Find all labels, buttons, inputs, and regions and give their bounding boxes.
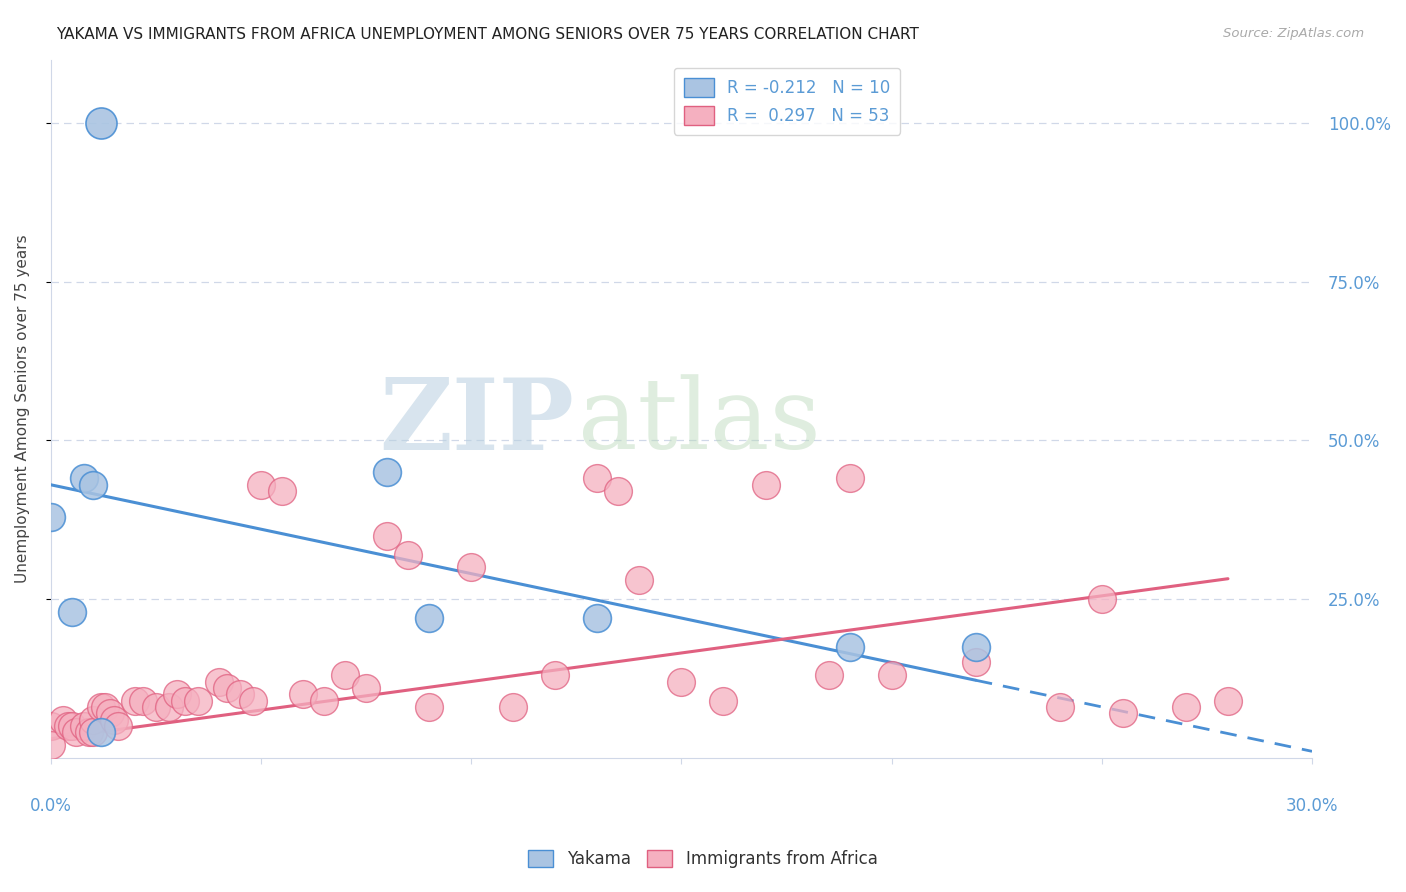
Point [90,725,112,739]
Point [82,725,104,739]
Point [56,719,79,733]
Legend: Yakama, Immigrants from Africa: Yakama, Immigrants from Africa [522,843,884,875]
Point [1091,592,1114,607]
Point [157,699,180,714]
Point [965,640,987,654]
Point [544,668,567,682]
Point [145,699,167,714]
Text: ZIP: ZIP [380,374,574,471]
Point [94,699,117,714]
Point [90,116,112,130]
Text: 0.0%: 0.0% [30,797,72,814]
Point [82,713,104,727]
Point [60,719,83,733]
Point [502,699,524,714]
Legend: R = -0.212   N = 10, R =  0.297   N = 53: R = -0.212 N = 10, R = 0.297 N = 53 [673,68,900,135]
Point [250,477,273,491]
Point [73,719,96,733]
Point [98,706,121,721]
Point [77,725,100,739]
Point [217,681,239,695]
Point [90,699,112,714]
Text: atlas: atlas [578,375,821,470]
Point [333,668,356,682]
Point [39,719,62,733]
Point [242,693,264,707]
Point [880,668,903,682]
Point [187,693,209,707]
Point [713,693,735,707]
Point [1174,699,1197,714]
Point [52,713,75,727]
Point [39,738,62,752]
Point [1216,693,1239,707]
Point [628,573,651,587]
Text: YAKAMA VS IMMIGRANTS FROM AFRICA UNEMPLOYMENT AMONG SENIORS OVER 75 YEARS CORREL: YAKAMA VS IMMIGRANTS FROM AFRICA UNEMPLO… [56,27,920,42]
Point [418,699,440,714]
Point [375,528,398,542]
Point [965,656,987,670]
Point [60,605,83,619]
Point [82,477,104,491]
Point [754,477,776,491]
Point [586,471,609,485]
Point [271,484,294,499]
Point [103,713,125,727]
Y-axis label: Unemployment Among Seniors over 75 years: Unemployment Among Seniors over 75 years [15,235,30,583]
Point [586,611,609,625]
Point [354,681,377,695]
Point [671,674,693,689]
Point [39,509,62,524]
Point [65,725,87,739]
Point [396,548,419,562]
Point [314,693,336,707]
Text: Source: ZipAtlas.com: Source: ZipAtlas.com [1223,27,1364,40]
Point [73,471,96,485]
Point [132,693,155,707]
Text: 30.0%: 30.0% [1285,797,1339,814]
Point [460,560,482,574]
Point [607,484,630,499]
Point [375,465,398,479]
Point [208,674,231,689]
Point [166,687,188,701]
Point [174,693,197,707]
Point [107,719,129,733]
Point [1049,699,1071,714]
Point [817,668,839,682]
Point [229,687,252,701]
Point [1112,706,1135,721]
Point [418,611,440,625]
Point [124,693,146,707]
Point [292,687,315,701]
Point [838,471,860,485]
Point [838,640,860,654]
